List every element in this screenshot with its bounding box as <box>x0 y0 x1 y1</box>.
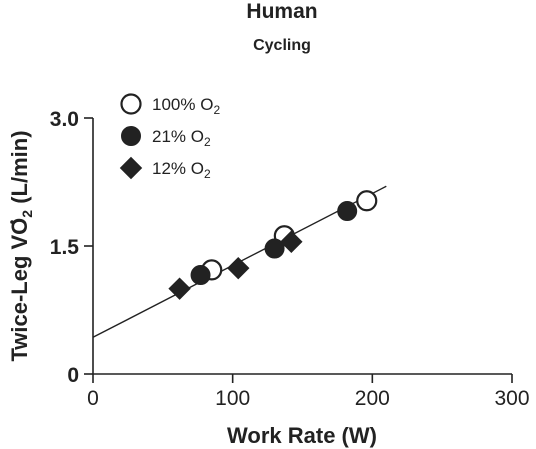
x-axis-label: Work Rate (W) <box>227 423 377 448</box>
y-axis-label-main: O <box>7 218 32 235</box>
y-tick-labels: 0 1.5 3.0 <box>50 108 80 387</box>
legend-marker <box>121 126 141 146</box>
data-point <box>264 238 285 259</box>
data-markers <box>168 190 378 300</box>
data-point <box>227 256 250 280</box>
y-tick-label: 0 <box>67 364 79 387</box>
legend-label-sub: 2 <box>204 135 211 149</box>
legend-label-sub: 2 <box>213 103 220 117</box>
y-axis-label: Twice-Leg VO2 (L/min) <box>7 130 35 361</box>
chart-subtitle: Cycling <box>253 37 311 54</box>
x-tick-labels: 0 100 200 300 <box>87 387 529 410</box>
legend-marker <box>119 156 143 180</box>
legend-label: 100% O2 <box>152 95 220 117</box>
legend-label-sub: 2 <box>204 167 211 181</box>
x-tick-label: 200 <box>355 387 390 410</box>
y-axis-label-sub: 2 <box>19 210 35 218</box>
y-axis-label-suffix: (L/min) <box>7 130 32 209</box>
y-axis-label-vdot <box>10 220 14 224</box>
legend-label-main: 21% O <box>152 127 204 146</box>
axes <box>84 117 513 383</box>
legend-label: 12% O2 <box>152 159 211 181</box>
legend-label-main: 100% O <box>152 95 213 114</box>
y-tick-label: 3.0 <box>50 108 79 131</box>
data-point <box>356 190 378 212</box>
x-tick-label: 100 <box>215 387 250 410</box>
data-point <box>337 201 358 222</box>
data-point <box>168 277 191 300</box>
legend-label-main: 12% O <box>152 159 204 178</box>
data-point <box>190 265 211 286</box>
x-tick-label: 0 <box>87 387 99 410</box>
chart-title: Human <box>246 0 317 23</box>
legend-label: 21% O2 <box>152 127 211 149</box>
legend-marker <box>120 93 142 115</box>
y-axis-label-prefix: Twice-Leg V <box>7 234 32 361</box>
x-tick-label: 300 <box>494 387 529 410</box>
y-tick-label: 1.5 <box>50 236 80 259</box>
data-point <box>280 230 303 253</box>
